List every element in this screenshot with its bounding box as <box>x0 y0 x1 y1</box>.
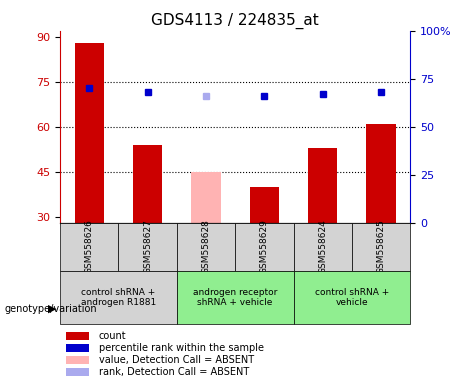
FancyBboxPatch shape <box>118 223 177 271</box>
Text: ▶: ▶ <box>48 304 57 314</box>
FancyBboxPatch shape <box>294 223 352 271</box>
FancyBboxPatch shape <box>66 344 89 352</box>
FancyBboxPatch shape <box>294 271 410 324</box>
FancyBboxPatch shape <box>177 223 235 271</box>
FancyBboxPatch shape <box>60 223 118 271</box>
FancyBboxPatch shape <box>66 332 89 340</box>
Title: GDS4113 / 224835_at: GDS4113 / 224835_at <box>151 13 319 29</box>
FancyBboxPatch shape <box>177 271 294 324</box>
Text: control shRNA +
androgen R1881: control shRNA + androgen R1881 <box>81 288 156 307</box>
Text: GSM558628: GSM558628 <box>201 219 210 274</box>
FancyBboxPatch shape <box>235 223 294 271</box>
Text: control shRNA +
vehicle: control shRNA + vehicle <box>315 288 389 307</box>
Text: androgen receptor
shRNA + vehicle: androgen receptor shRNA + vehicle <box>193 288 278 307</box>
Text: genotype/variation: genotype/variation <box>5 304 97 314</box>
Text: rank, Detection Call = ABSENT: rank, Detection Call = ABSENT <box>99 367 249 377</box>
Text: GSM558626: GSM558626 <box>85 219 94 274</box>
Bar <box>191 172 220 223</box>
Text: percentile rank within the sample: percentile rank within the sample <box>99 343 264 353</box>
FancyBboxPatch shape <box>352 223 410 271</box>
Text: GSM558627: GSM558627 <box>143 219 152 274</box>
FancyBboxPatch shape <box>60 271 177 324</box>
Bar <box>133 145 162 223</box>
Bar <box>75 43 104 223</box>
Bar <box>250 187 279 223</box>
Bar <box>308 148 337 223</box>
Text: GSM558624: GSM558624 <box>318 219 327 274</box>
Text: GSM558629: GSM558629 <box>260 219 269 274</box>
Bar <box>366 124 396 223</box>
Text: value, Detection Call = ABSENT: value, Detection Call = ABSENT <box>99 355 254 365</box>
FancyBboxPatch shape <box>66 368 89 376</box>
FancyBboxPatch shape <box>66 356 89 364</box>
Text: GSM558625: GSM558625 <box>377 219 385 274</box>
Text: count: count <box>99 331 126 341</box>
